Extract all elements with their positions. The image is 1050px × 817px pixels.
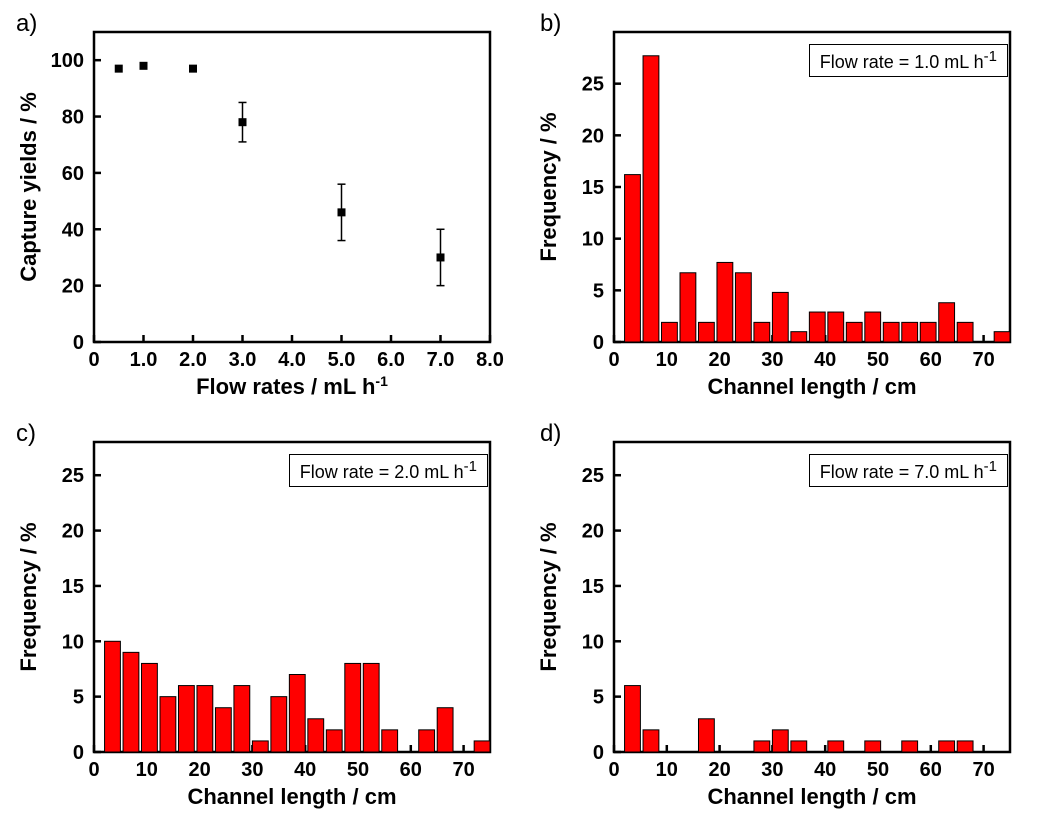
svg-text:8.0: 8.0	[476, 349, 504, 371]
svg-text:0: 0	[608, 759, 619, 781]
svg-text:100: 100	[51, 50, 84, 72]
svg-text:60: 60	[62, 163, 84, 185]
svg-text:20: 20	[188, 759, 210, 781]
svg-text:7.0: 7.0	[427, 349, 455, 371]
svg-text:Frequency / %: Frequency / %	[16, 522, 41, 671]
svg-text:30: 30	[761, 759, 783, 781]
svg-text:20: 20	[62, 276, 84, 298]
svg-text:60: 60	[400, 759, 422, 781]
svg-text:Frequency / %: Frequency / %	[536, 112, 561, 261]
svg-text:20: 20	[708, 349, 730, 371]
svg-text:15: 15	[582, 576, 604, 598]
svg-text:25: 25	[582, 74, 604, 96]
svg-text:25: 25	[62, 465, 84, 487]
svg-text:20: 20	[62, 521, 84, 543]
chart-a-scatter: 01.02.03.04.05.06.07.08.0020406080100Flo…	[0, 0, 1050, 817]
svg-text:10: 10	[136, 759, 158, 781]
svg-text:0: 0	[73, 742, 84, 764]
svg-text:70: 70	[452, 759, 474, 781]
svg-text:10: 10	[62, 631, 84, 653]
svg-text:3.0: 3.0	[229, 349, 257, 371]
panel-label-c: c)	[16, 420, 36, 448]
svg-text:30: 30	[761, 349, 783, 371]
svg-text:70: 70	[972, 759, 994, 781]
chart-b-histogram: 0102030405060700510152025Channel length …	[0, 0, 1050, 817]
svg-text:0: 0	[593, 742, 604, 764]
svg-text:Channel length / cm: Channel length / cm	[187, 784, 396, 809]
panel-label-a: a)	[16, 10, 37, 38]
legend-d: Flow rate = 7.0 mL h-1	[809, 454, 1008, 487]
chart-c-histogram: 0102030405060700510152025Channel length …	[0, 0, 1050, 817]
svg-text:40: 40	[814, 759, 836, 781]
figure: a) b) c) d) Flow rate = 1.0 mL h-1 Flow …	[0, 0, 1050, 817]
svg-text:5: 5	[593, 280, 604, 302]
svg-text:5: 5	[73, 687, 84, 709]
svg-text:0: 0	[88, 349, 99, 371]
panel-label-d: d)	[540, 420, 561, 448]
svg-text:80: 80	[62, 107, 84, 129]
svg-text:5.0: 5.0	[328, 349, 356, 371]
svg-text:6.0: 6.0	[377, 349, 405, 371]
svg-text:Channel length / cm: Channel length / cm	[707, 784, 916, 809]
svg-text:1.0: 1.0	[130, 349, 158, 371]
svg-text:10: 10	[582, 229, 604, 251]
svg-text:2.0: 2.0	[179, 349, 207, 371]
svg-text:15: 15	[582, 177, 604, 199]
svg-text:60: 60	[920, 759, 942, 781]
svg-text:10: 10	[656, 759, 678, 781]
svg-text:50: 50	[867, 759, 889, 781]
svg-text:10: 10	[582, 631, 604, 653]
panel-label-b: b)	[540, 10, 561, 38]
svg-text:30: 30	[241, 759, 263, 781]
svg-text:0: 0	[88, 759, 99, 781]
svg-text:0: 0	[608, 349, 619, 371]
svg-text:5: 5	[593, 687, 604, 709]
svg-text:25: 25	[582, 465, 604, 487]
svg-text:60: 60	[920, 349, 942, 371]
svg-text:40: 40	[814, 349, 836, 371]
svg-text:20: 20	[582, 521, 604, 543]
svg-text:Capture yields / %: Capture yields / %	[16, 92, 41, 282]
svg-text:15: 15	[62, 576, 84, 598]
svg-text:10: 10	[656, 349, 678, 371]
svg-text:70: 70	[972, 349, 994, 371]
svg-text:40: 40	[62, 219, 84, 241]
svg-text:Flow rates / mL h-1: Flow rates / mL h-1	[196, 373, 388, 399]
chart-d-histogram: 0102030405060700510152025Channel length …	[0, 0, 1050, 817]
svg-text:0: 0	[73, 332, 84, 354]
svg-text:20: 20	[582, 125, 604, 147]
svg-text:4.0: 4.0	[278, 349, 306, 371]
legend-c: Flow rate = 2.0 mL h-1	[289, 454, 488, 487]
svg-text:20: 20	[708, 759, 730, 781]
svg-text:50: 50	[867, 349, 889, 371]
svg-text:50: 50	[347, 759, 369, 781]
legend-b: Flow rate = 1.0 mL h-1	[809, 44, 1008, 77]
svg-text:Frequency / %: Frequency / %	[536, 522, 561, 671]
svg-text:Channel length / cm: Channel length / cm	[707, 374, 916, 399]
svg-text:40: 40	[294, 759, 316, 781]
svg-text:0: 0	[593, 332, 604, 354]
